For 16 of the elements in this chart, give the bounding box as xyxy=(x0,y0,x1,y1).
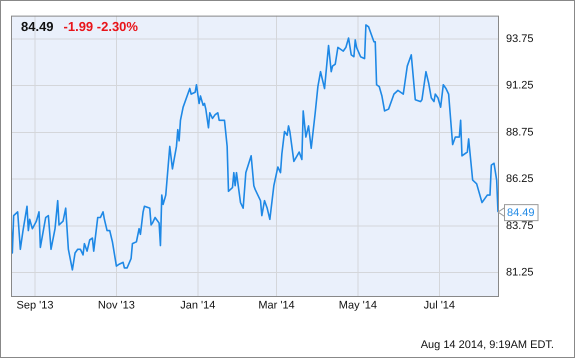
x-tick-label: Sep '13 xyxy=(16,300,54,312)
x-tick-label: Mar '14 xyxy=(258,300,295,312)
y-tick-label: 88.75 xyxy=(506,126,534,138)
chart-subtitle: -1.99 -2.30% xyxy=(64,19,138,34)
x-tick-label: Jan '14 xyxy=(180,300,216,312)
y-tick-label: 93.75 xyxy=(506,33,534,45)
x-tick-label: Jul '14 xyxy=(424,300,456,312)
chart-title: 84.49 xyxy=(21,19,54,34)
annotation: 84.49 xyxy=(507,207,535,220)
x-tick-label: May '14 xyxy=(338,300,377,312)
y-tick-label: 91.25 xyxy=(506,80,534,92)
y-tick-label: 81.25 xyxy=(506,266,534,279)
y-tick-label: 83.75 xyxy=(506,220,534,232)
y-tick-label: 86.25 xyxy=(506,173,534,186)
text: Aug 14 2014, 9:19AM EDT. xyxy=(420,339,554,352)
x-tick-label: Nov '13 xyxy=(98,300,135,312)
